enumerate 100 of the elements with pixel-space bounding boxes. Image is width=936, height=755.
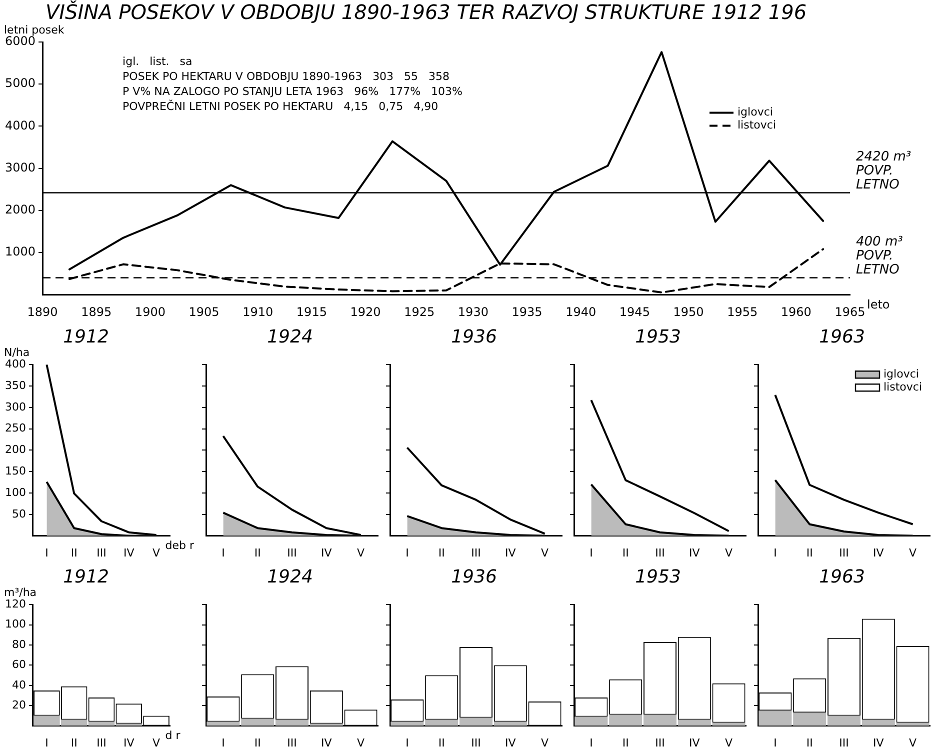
x-tick-label: II [806,736,813,750]
x-tick-label: III [839,736,849,750]
x-tick-label: 1935 [512,304,542,319]
x-tick-label: V [152,736,161,750]
x-tick-label: I [406,736,409,750]
x-tick-label: IV [689,736,700,750]
x-tick-label: III [96,546,106,560]
y-tick-label: 250 [4,422,26,435]
y-tick-label: 2000 [4,202,36,217]
y-tick-label: 100 [4,486,26,499]
y-tick-label: 40 [12,678,26,692]
x-tick-label: 1960 [780,304,812,319]
x-tick-label: III [839,546,849,560]
x-tick-label: IV [689,546,700,560]
x-tick-label: V [357,736,366,750]
chart-title: 1924 [267,566,313,588]
y-tick-label: 150 [4,464,26,478]
x-tick-label: 1945 [619,304,650,319]
y-tick-label: 120 [4,597,26,610]
x-tick-label: II [438,546,445,560]
x-tick-label: IV [124,736,135,750]
x-tick-label: II [70,546,78,560]
chart-title: 1912 [63,326,109,348]
x-tick-label: I [774,736,777,750]
y-tick-label: 6000 [4,34,36,48]
x-axis-title: deb r [165,539,195,552]
x-tick-label: II [622,546,629,560]
x-tick-label: III [287,736,297,750]
annotation: POSEK PO HEKTARU V OBDOBJU 1890-1963 303 55 358 [122,70,450,83]
x-tick-label: V [725,546,734,560]
x-tick-label: I [774,546,777,560]
x-tick-label: V [909,736,918,750]
y-tick-label: 20 [12,698,26,712]
legend-label: iglovci [884,367,919,380]
chart-title: 1953 [635,566,681,588]
x-tick-label: 1955 [727,304,758,319]
legend-label: listovci [884,380,922,394]
x-tick-label: 1915 [296,304,327,319]
y-axis-title: N/ha [4,346,30,359]
x-tick-label: IV [321,736,332,750]
x-tick-label: IV [873,736,884,750]
annotation: POVPREČNI LETNI POSEK PO HEKTARU 4,15 0,75 4,90 [122,98,438,113]
y-tick-label: 5000 [4,76,36,90]
y-tick-label: 200 [4,443,26,456]
x-tick-label: III [96,736,106,750]
x-tick-label: IV [505,546,516,560]
x-tick-label: I [222,736,225,750]
annotation: igl. list. sa [122,54,192,68]
x-tick-label: II [254,736,261,750]
ref-line-label: 2420 m³ POVP. LETNO [856,150,912,193]
x-tick-label: V [541,736,550,750]
y-axis-title: letni posek [4,23,65,36]
x-tick-label: 1940 [566,304,596,319]
x-tick-label: V [725,736,734,750]
x-tick-label: 1950 [673,304,704,319]
x-tick-label: I [222,546,225,560]
x-tick-label: 1900 [134,304,166,319]
x-tick-label: IV [873,546,884,560]
y-tick-label: 100 [4,618,26,631]
x-tick-label: IV [321,546,332,560]
chart-title: 1963 [819,566,865,588]
x-tick-label: 1890 [27,304,58,319]
y-tick-label: 3000 [4,160,36,174]
x-tick-label: II [70,736,78,750]
chart-title: 1936 [451,566,497,588]
y-tick-label: 80 [12,638,26,651]
x-tick-label: 1905 [188,304,220,319]
chart-title: 1924 [267,326,313,348]
x-tick-label: 1930 [458,304,488,319]
y-tick-label: 1000 [4,244,36,259]
y-tick-label: 350 [4,378,26,392]
legend-label: listovci [738,118,776,132]
x-tick-label: V [541,546,550,560]
y-axis-title: m³/ha [4,586,37,599]
x-tick-label: I [590,736,593,750]
y-tick-label: 300 [4,400,26,414]
chart-title: 1953 [635,326,681,348]
x-tick-label: III [655,736,665,750]
x-tick-label: 1925 [404,304,435,319]
x-axis-title: d r [165,729,181,742]
x-tick-label: V [909,546,918,560]
chart-title: 1936 [451,326,497,348]
x-tick-label: II [438,736,445,750]
x-tick-label: III [471,736,481,750]
x-tick-label: I [406,546,409,560]
annotation: P V% NA ZALOGO PO STANJU LETA 1963 96% 177% 103% [122,84,462,98]
x-tick-label: 1965 [834,304,866,319]
chart-title: VIŠINA POSEKOV V OBDOBJU 1890-1963 TER RAZVOJ STRUKTURE 1912 196 [45,0,807,24]
x-axis-title: leto [867,298,890,312]
legend-label: iglovci [738,106,773,119]
x-tick-label: 1920 [350,304,381,319]
y-tick-label: 400 [4,357,26,370]
x-tick-label: 1895 [81,304,112,319]
x-tick-label: V [357,546,366,560]
x-tick-label: II [622,736,629,750]
x-tick-label: I [45,736,48,750]
x-tick-label: 1910 [242,304,274,319]
x-tick-label: III [471,546,481,560]
x-tick-label: III [287,546,297,560]
ref-line-label: 400 m³ POVP. LETNO [856,234,903,278]
